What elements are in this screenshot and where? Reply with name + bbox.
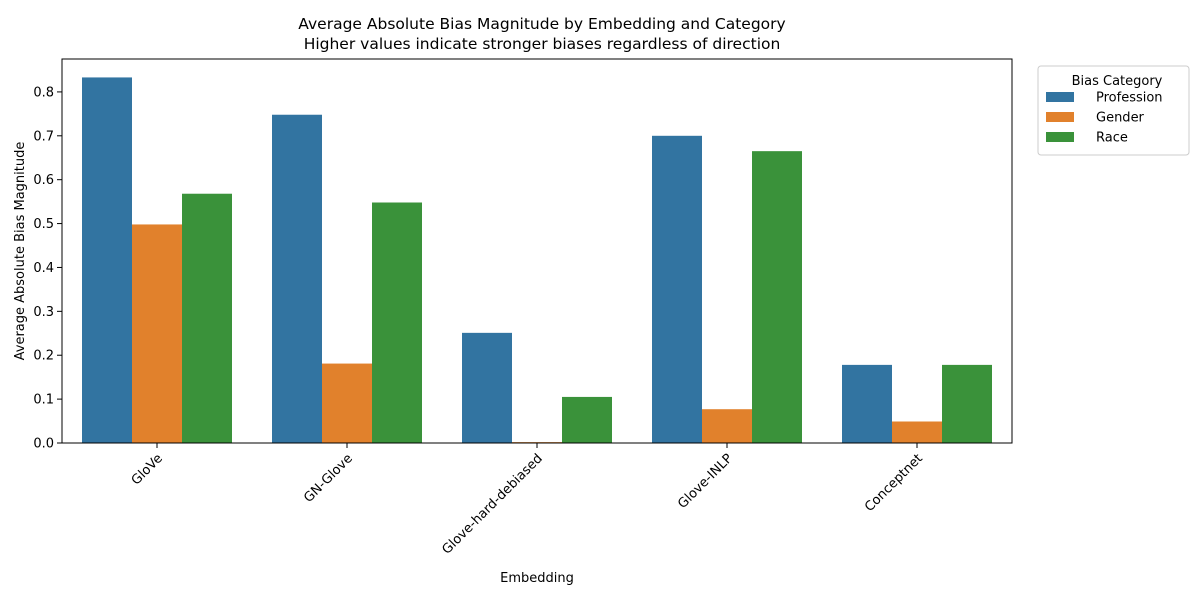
bar-gender-glove <box>132 224 182 443</box>
chart-subtitle: Higher values indicate stronger biases r… <box>304 35 781 53</box>
y-tick-label: 0.8 <box>33 85 54 100</box>
x-axis-label: Embedding <box>500 571 574 586</box>
bar-profession-glove-inlp <box>652 135 702 444</box>
x-tick-label: GloVe <box>129 451 166 488</box>
y-tick-label: 0.0 <box>33 437 54 452</box>
chart-title: Average Absolute Bias Magnitude by Embed… <box>298 15 785 33</box>
y-tick-label: 0.4 <box>33 261 54 276</box>
bar-race-conceptnet <box>942 364 992 443</box>
legend-title: Bias Category <box>1072 74 1163 89</box>
legend-label-profession: Profession <box>1096 91 1163 106</box>
y-tick-label: 0.5 <box>33 217 54 232</box>
bar-profession-glove <box>82 77 132 443</box>
y-tick-label: 0.6 <box>33 173 54 188</box>
y-tick-label: 0.7 <box>33 129 54 144</box>
x-tick-label: Glove-INLP <box>675 451 736 512</box>
bar-profession-conceptnet <box>842 364 892 443</box>
legend: Bias Category Profession Gender Race <box>1037 65 1190 156</box>
x-tick-label: Glove-hard-debiased <box>439 451 545 557</box>
x-tick-label: GN-Glove <box>301 451 356 506</box>
legend-swatch-profession <box>1046 92 1074 102</box>
bars-group <box>82 77 992 444</box>
y-axis: 0.0 0.1 0.2 0.3 0.4 0.5 0.6 0.7 0.8 <box>33 85 62 452</box>
legend-frame <box>1037 65 1190 156</box>
y-tick-label: 0.3 <box>33 305 54 320</box>
bar-gender-conceptnet <box>892 421 942 443</box>
bar-profession-gn-glove <box>272 114 322 443</box>
legend-label-gender: Gender <box>1096 111 1145 126</box>
bar-race-glove <box>182 193 232 443</box>
bar-race-glove-inlp <box>752 151 802 443</box>
x-axis: GloVe GN-Glove Glove-hard-debiased Glove-IN… <box>129 443 926 558</box>
plot-frame <box>61 58 1013 444</box>
bar-race-gn-glove <box>372 202 422 443</box>
legend-swatch-race <box>1046 132 1074 142</box>
y-axis-label: Average Absolute Bias Magnitude <box>13 142 28 361</box>
legend-label-race: Race <box>1096 131 1128 146</box>
bar-race-glove-hard-debiased <box>562 396 612 443</box>
bar-gender-glove-inlp <box>702 409 752 443</box>
legend-swatch-gender <box>1046 112 1074 122</box>
x-tick-label: Conceptnet <box>862 451 926 515</box>
y-tick-label: 0.1 <box>33 393 54 408</box>
y-tick-label: 0.2 <box>33 349 54 364</box>
bar-gender-gn-glove <box>322 363 372 443</box>
bar-profession-glove-hard-debiased <box>462 332 512 443</box>
